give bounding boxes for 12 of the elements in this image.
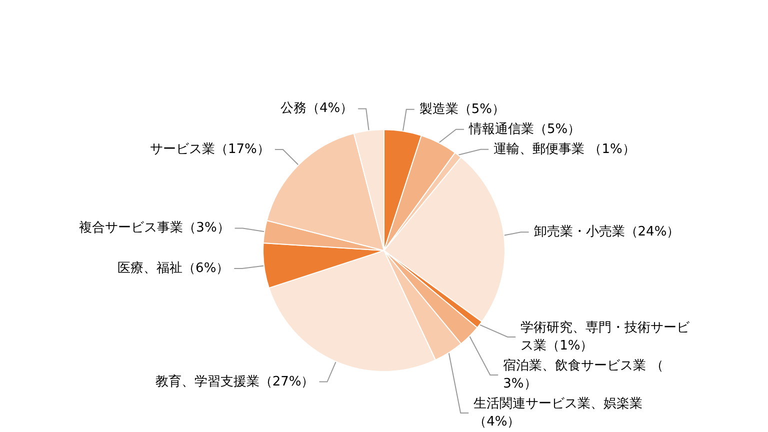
slice-label: 複合サービス事業（3%）	[79, 220, 230, 236]
slice-label: 宿泊業、飲食サービス業 （3%）	[503, 358, 664, 392]
slice-label: 生活関連サービス業、娯楽業（4%）	[474, 396, 643, 430]
slice-label: 教育、学習支援業（27%）	[155, 373, 314, 390]
slice-label: 公務（4%）	[280, 101, 354, 116]
slice-label: 製造業（5%）	[419, 102, 505, 117]
slice-label: 医療、福祉（6%）	[118, 260, 230, 276]
slice-label: 情報通信業（5%）	[468, 122, 581, 137]
slice-label: 運輸、郵便事業 （1%）	[494, 142, 636, 157]
slice-label: サービス業（17%）	[150, 142, 270, 157]
slice-label: 学術研究、専門・技術サービス業（1%）	[520, 320, 691, 354]
slice-label: 卸売業・小売業（24%）	[534, 224, 680, 240]
